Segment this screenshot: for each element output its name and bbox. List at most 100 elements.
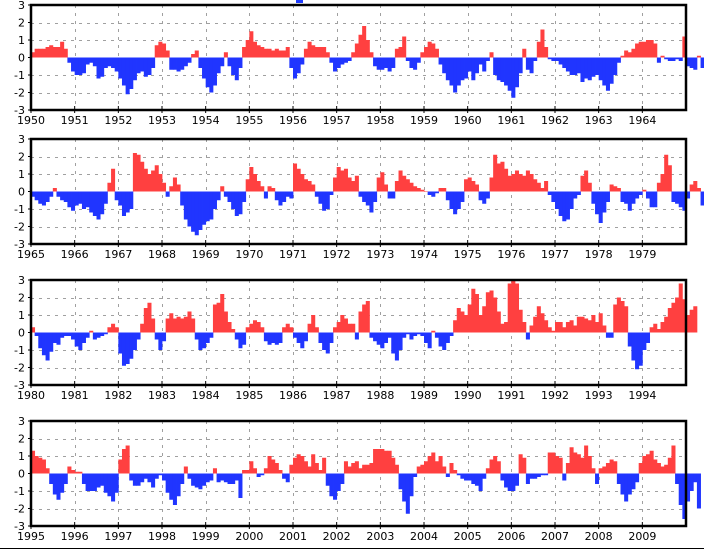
x-tick-label: 1963 xyxy=(585,114,613,127)
bar-negative xyxy=(216,57,221,74)
bar-negative xyxy=(231,473,236,484)
bar-negative xyxy=(63,473,68,484)
bar-negative xyxy=(227,473,232,484)
bar-positive xyxy=(649,40,654,58)
bar-positive xyxy=(245,179,250,192)
bar-negative xyxy=(187,191,192,227)
bar-negative xyxy=(602,191,607,213)
bar-negative xyxy=(471,473,476,484)
x-tick-label: 1972 xyxy=(323,248,351,261)
bar-positive xyxy=(383,450,389,474)
bar-positive xyxy=(540,313,545,333)
bar-positive xyxy=(398,47,403,58)
bar-negative xyxy=(653,191,658,208)
bar-positive xyxy=(296,168,301,192)
bar-negative xyxy=(169,473,174,500)
bar-negative xyxy=(329,57,334,63)
bar-negative xyxy=(507,57,512,91)
bar-negative xyxy=(49,473,54,484)
x-tick-label: 1984 xyxy=(192,389,220,402)
bar-positive xyxy=(260,47,265,58)
bar-negative xyxy=(369,191,374,213)
bar-negative xyxy=(686,57,691,67)
bar-positive xyxy=(303,179,308,192)
bar-positive xyxy=(536,182,541,192)
bar-positive xyxy=(482,306,487,333)
bar-negative xyxy=(686,473,691,502)
bar-negative xyxy=(209,332,214,338)
bar-negative xyxy=(333,57,338,72)
x-tick-label: 2000 xyxy=(235,530,263,543)
bar-positive xyxy=(474,294,479,333)
bar-negative xyxy=(631,473,636,490)
bar-positive xyxy=(438,188,443,192)
bar-positive xyxy=(442,466,447,474)
bar-negative xyxy=(187,473,192,479)
bar-positive xyxy=(504,168,509,192)
bar-positive xyxy=(245,40,250,58)
x-tick-label: 1953 xyxy=(148,114,176,127)
bar-positive xyxy=(424,47,429,58)
bar-positive xyxy=(67,466,72,474)
bar-negative xyxy=(689,57,694,68)
bar-negative xyxy=(635,191,640,199)
x-tick-label: 1999 xyxy=(192,530,220,543)
bar-negative xyxy=(482,57,487,72)
bar-positive xyxy=(191,318,196,333)
bar-negative xyxy=(442,332,447,350)
bar-positive xyxy=(587,320,592,333)
x-tick-label: 1959 xyxy=(410,114,438,127)
bar-negative xyxy=(132,332,137,350)
bar-negative xyxy=(573,191,578,199)
bar-negative xyxy=(85,57,90,65)
x-tick-label: 1987 xyxy=(323,389,351,402)
bar-negative xyxy=(212,191,217,209)
bar-negative xyxy=(682,473,687,519)
bar-negative xyxy=(314,191,319,197)
bar-negative xyxy=(402,332,407,338)
bar-positive xyxy=(496,461,501,474)
bar-negative xyxy=(56,473,61,500)
bar-positive xyxy=(311,315,316,333)
bar-positive xyxy=(613,304,618,333)
bar-positive xyxy=(351,463,356,474)
bar-negative xyxy=(158,473,163,476)
bar-negative xyxy=(71,191,76,211)
bar-positive xyxy=(587,456,592,474)
bar-positive xyxy=(249,167,254,192)
bar-positive xyxy=(514,170,520,192)
bar-positive xyxy=(351,323,356,333)
bar-negative xyxy=(689,473,694,491)
x-tick-label: 1979 xyxy=(628,248,656,261)
bar-positive xyxy=(41,459,46,474)
bar-positive xyxy=(362,464,367,474)
y-tick-label: 0 xyxy=(18,468,25,481)
bar-negative xyxy=(194,191,199,236)
bar-positive xyxy=(162,182,167,192)
bar-positive xyxy=(380,449,385,474)
bar-negative xyxy=(445,473,450,477)
bar-negative xyxy=(289,191,294,199)
bar-positive xyxy=(660,55,665,58)
bar-positive xyxy=(252,320,258,333)
bar-positive xyxy=(638,41,643,58)
bar-positive xyxy=(529,325,534,333)
bar-positive xyxy=(318,470,323,474)
bar-positive xyxy=(489,177,494,192)
bar-positive xyxy=(354,461,359,474)
bar-positive xyxy=(551,452,556,474)
bar-positive xyxy=(307,181,312,192)
bar-negative xyxy=(183,57,188,67)
bar-positive xyxy=(191,54,196,58)
bar-negative xyxy=(103,332,108,335)
bar-negative xyxy=(413,57,418,70)
bar-negative xyxy=(460,191,465,202)
y-tick-label: 2 xyxy=(18,433,25,446)
bar-positive xyxy=(169,186,174,192)
bar-positive xyxy=(453,320,458,333)
y-tick-label: 3 xyxy=(18,0,25,12)
bar-negative xyxy=(514,473,520,486)
bar-negative xyxy=(642,332,647,350)
x-tick-label: 2005 xyxy=(454,530,482,543)
